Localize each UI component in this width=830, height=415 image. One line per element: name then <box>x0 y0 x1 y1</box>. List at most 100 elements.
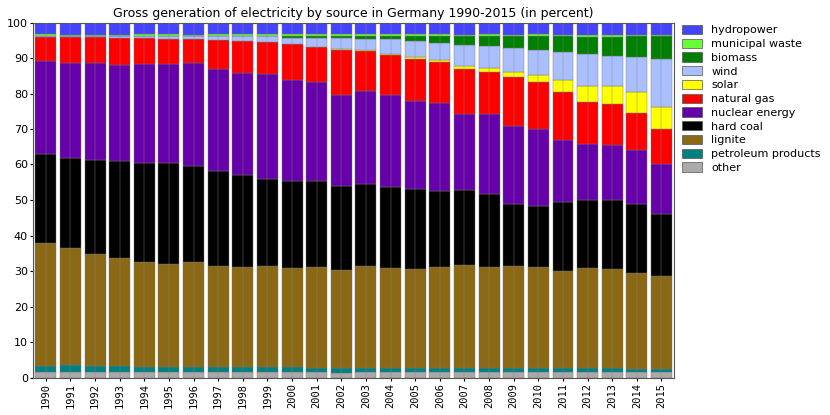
Bar <box>208 40 229 69</box>
Bar <box>355 183 377 266</box>
Bar <box>110 161 130 258</box>
Bar <box>553 80 574 93</box>
Bar <box>380 373 401 378</box>
Bar <box>651 22 672 34</box>
Bar <box>503 34 525 37</box>
Bar <box>528 34 549 36</box>
Bar <box>577 102 598 144</box>
Bar <box>257 367 278 372</box>
Bar <box>183 367 204 372</box>
Bar <box>429 372 451 378</box>
Bar <box>110 38 130 65</box>
Bar <box>553 93 574 139</box>
Bar <box>183 36 204 39</box>
Bar <box>159 39 179 64</box>
Bar <box>281 38 303 44</box>
Bar <box>134 366 154 372</box>
Bar <box>405 189 426 269</box>
Bar <box>232 175 253 267</box>
Bar <box>331 186 352 270</box>
Bar <box>405 59 426 101</box>
Bar <box>257 42 278 74</box>
Bar <box>380 368 401 373</box>
Bar <box>380 268 401 368</box>
Bar <box>627 113 647 150</box>
Bar <box>257 34 278 36</box>
Bar <box>60 37 81 63</box>
Bar <box>405 36 426 41</box>
Bar <box>36 154 56 243</box>
Bar <box>429 60 451 62</box>
Bar <box>281 372 303 378</box>
Bar <box>651 59 672 107</box>
Bar <box>36 37 56 61</box>
Bar <box>355 368 377 373</box>
Bar <box>503 266 525 368</box>
Bar <box>405 34 426 36</box>
Bar <box>110 372 130 378</box>
Bar <box>60 22 81 34</box>
Bar <box>306 47 327 82</box>
Bar <box>355 22 377 34</box>
Bar <box>306 267 327 368</box>
Bar <box>577 144 598 200</box>
Bar <box>651 164 672 214</box>
Bar <box>602 22 622 35</box>
Bar <box>281 36 303 38</box>
Bar <box>528 75 549 82</box>
Bar <box>183 372 204 378</box>
Bar <box>355 373 377 378</box>
Bar <box>503 22 525 34</box>
Bar <box>355 51 377 91</box>
Bar <box>110 258 130 366</box>
Bar <box>503 372 525 378</box>
Bar <box>60 34 81 37</box>
Bar <box>281 44 303 80</box>
Bar <box>110 34 130 36</box>
Bar <box>232 22 253 34</box>
Bar <box>183 34 204 36</box>
Bar <box>553 203 574 271</box>
Bar <box>85 63 105 160</box>
Bar <box>60 366 81 372</box>
Bar <box>602 200 622 269</box>
Bar <box>36 22 56 34</box>
Bar <box>577 200 598 268</box>
Bar <box>60 248 81 366</box>
Bar <box>627 57 647 93</box>
Bar <box>232 36 253 41</box>
Bar <box>183 39 204 63</box>
Bar <box>355 34 377 36</box>
Bar <box>85 22 105 34</box>
Bar <box>281 34 303 36</box>
Bar <box>454 368 475 372</box>
Bar <box>429 103 451 190</box>
Bar <box>159 36 179 39</box>
Bar <box>331 373 352 378</box>
Bar <box>85 254 105 366</box>
Bar <box>577 86 598 102</box>
Bar <box>331 95 352 186</box>
Bar <box>651 34 672 36</box>
Bar <box>454 190 475 265</box>
Bar <box>405 22 426 34</box>
Bar <box>257 266 278 367</box>
Bar <box>454 22 475 34</box>
Bar <box>331 22 352 34</box>
Bar <box>528 22 549 34</box>
Bar <box>380 54 401 55</box>
Bar <box>479 114 500 194</box>
Bar <box>208 171 229 266</box>
Bar <box>331 50 352 95</box>
Bar <box>257 36 278 42</box>
Legend: hydropower, municipal waste, biomass, wind, solar, natural gas, nuclear energy, : hydropower, municipal waste, biomass, wi… <box>681 22 823 175</box>
Bar <box>60 63 81 158</box>
Bar <box>577 22 598 35</box>
Bar <box>257 74 278 178</box>
Bar <box>602 56 622 86</box>
Bar <box>159 264 179 366</box>
Bar <box>651 36 672 59</box>
Bar <box>134 372 154 378</box>
Bar <box>405 101 426 189</box>
Bar <box>355 50 377 51</box>
